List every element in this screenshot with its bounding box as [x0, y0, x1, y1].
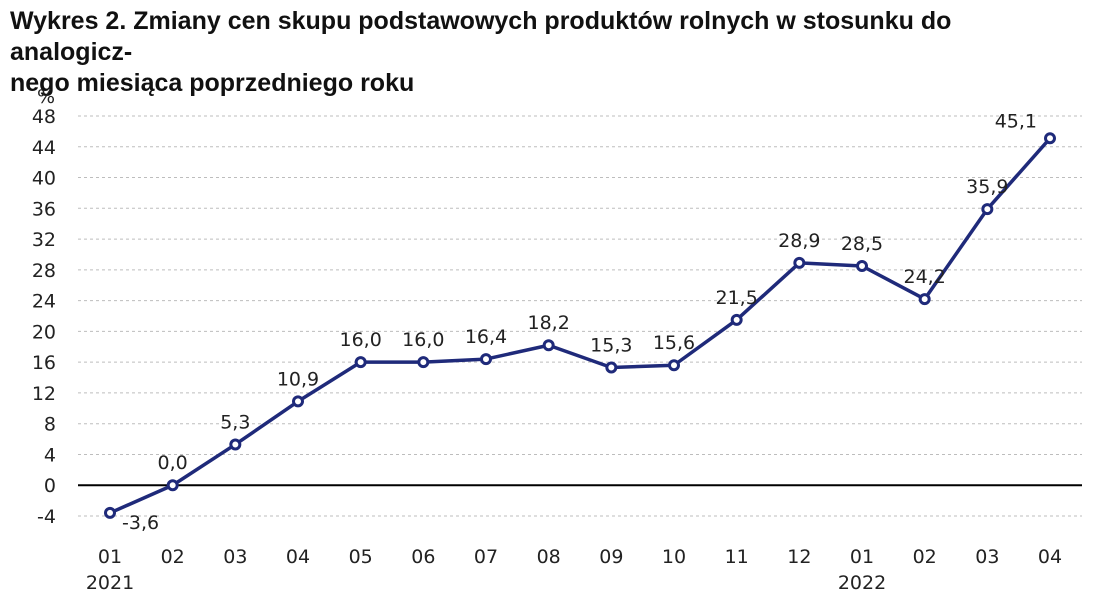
x-tick-label: 02	[913, 546, 937, 568]
y-tick-label: 36	[32, 198, 56, 220]
y-tick-label: 44	[32, 137, 56, 159]
y-tick-label: 0	[44, 475, 56, 497]
x-axis-years: 2021 2022	[86, 572, 886, 594]
series-line	[109, 137, 1052, 515]
y-tick-label: 32	[32, 229, 56, 251]
x-tick-label: 04	[286, 546, 310, 568]
y-tick-label: 40	[32, 168, 56, 190]
x-tick-label: 03	[223, 546, 247, 568]
data-point	[730, 313, 743, 326]
data-label: 15,6	[653, 332, 695, 354]
data-label: 21,5	[716, 287, 758, 309]
y-axis-unit-label: %	[37, 86, 55, 108]
y-tick-label: 16	[32, 352, 56, 374]
data-point	[354, 356, 367, 369]
x-tick-label: 03	[975, 546, 999, 568]
x-tick-label: 12	[787, 546, 811, 568]
chart-title-line-2: nego miesiąca poprzedniego roku	[10, 69, 415, 97]
y-tick-label: 24	[32, 291, 56, 313]
data-label: 0,0	[158, 452, 188, 474]
data-points	[104, 132, 1056, 519]
data-point	[793, 256, 806, 269]
data-point	[1044, 132, 1056, 145]
data-labels: -3,6 0,0 5,3 10,9 16,0 16,0 16,4 18,2 15,3 15,6 21…	[122, 110, 1037, 534]
x-tick-label: 04	[1038, 546, 1062, 568]
data-label: 18,2	[528, 312, 570, 334]
gridlines	[78, 115, 1082, 517]
data-point	[856, 260, 868, 272]
x-tick-label: 08	[537, 546, 561, 568]
data-label: 28,5	[841, 233, 883, 255]
x-tick-label: 09	[599, 546, 623, 568]
y-tick-label: 28	[32, 260, 56, 282]
data-point	[417, 356, 430, 369]
chart-title-line-1: Wykres 2. Zmiany cen skupu podstawowych …	[10, 7, 952, 66]
data-point	[605, 361, 618, 374]
data-label: 16,0	[402, 329, 444, 351]
data-label: -3,6	[122, 512, 159, 534]
x-tick-label: 10	[662, 546, 686, 568]
data-label: 28,9	[778, 230, 820, 252]
x-axis-ticks: 01 02 03 04 05 06 07 08 09 10 11 12 01 02 03 04	[98, 546, 1062, 568]
y-tick-label: -4	[37, 506, 56, 528]
x-year-label: 2021	[86, 572, 134, 594]
x-tick-label: 11	[725, 546, 749, 568]
data-point	[668, 359, 680, 372]
data-label: 10,9	[277, 368, 319, 390]
data-label: 35,9	[966, 176, 1008, 198]
data-label: 15,3	[590, 335, 632, 357]
x-tick-label: 06	[411, 546, 435, 568]
data-point	[166, 479, 179, 492]
data-label: 16,0	[340, 329, 382, 351]
data-label: 24,2	[904, 266, 946, 288]
y-tick-label: 4	[44, 444, 56, 466]
x-tick-label: 02	[161, 546, 185, 568]
data-point	[292, 395, 304, 408]
data-point	[229, 438, 242, 451]
chart-title: Wykres 2. Zmiany cen skupu podstawowych …	[10, 6, 1080, 99]
x-year-label: 2022	[838, 572, 886, 594]
data-point	[981, 203, 994, 216]
data-label: 5,3	[220, 411, 250, 433]
data-label: 45,1	[995, 110, 1037, 132]
data-point	[542, 339, 555, 352]
x-tick-label: 07	[474, 546, 498, 568]
data-point	[104, 506, 116, 519]
y-tick-label: 20	[32, 321, 56, 343]
y-tick-label: 12	[32, 383, 56, 405]
x-tick-label: 05	[349, 546, 373, 568]
y-tick-label: 48	[32, 106, 56, 128]
data-point	[480, 353, 492, 366]
x-tick-label: 01	[98, 546, 122, 568]
data-point	[918, 293, 931, 306]
x-tick-label: 01	[850, 546, 874, 568]
data-label: 16,4	[465, 326, 507, 348]
y-tick-label: 8	[44, 414, 56, 436]
